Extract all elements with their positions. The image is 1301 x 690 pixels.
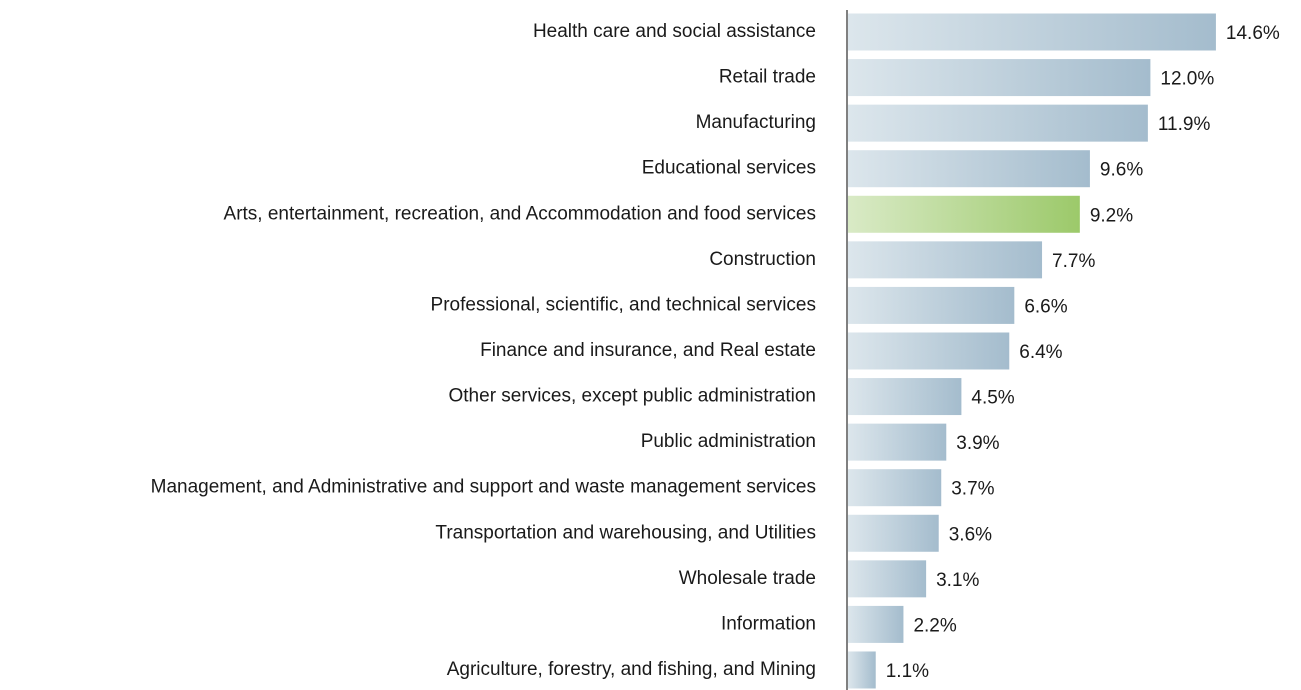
bar	[848, 378, 962, 416]
bar	[848, 469, 942, 507]
value-label: 11.9%	[1158, 114, 1211, 135]
bar	[848, 104, 1148, 142]
value-label: 6.6%	[1024, 296, 1067, 317]
bar	[848, 514, 939, 552]
bar	[848, 195, 1080, 233]
category-label: Public administration	[641, 431, 816, 452]
value-label: 4.5%	[971, 388, 1014, 409]
bar	[848, 150, 1090, 188]
value-label: 14.6%	[1226, 23, 1280, 44]
value-label: 6.4%	[1019, 342, 1062, 363]
category-label: Transportation and warehousing, and Util…	[435, 522, 816, 543]
category-label: Wholesale trade	[679, 568, 816, 589]
bar	[848, 560, 927, 598]
value-label: 3.1%	[936, 570, 979, 591]
bar	[848, 59, 1151, 97]
bar	[848, 13, 1216, 51]
bar	[848, 423, 947, 461]
category-label: Information	[721, 613, 816, 634]
value-label: 3.6%	[949, 524, 992, 545]
bar	[848, 651, 876, 689]
category-label: Retail trade	[719, 67, 816, 88]
bar	[848, 332, 1010, 370]
category-label: Health care and social assistance	[533, 21, 816, 42]
category-label: Agriculture, forestry, and fishing, and …	[447, 659, 816, 680]
category-label: Manufacturing	[696, 112, 816, 133]
value-label: 9.6%	[1100, 160, 1143, 181]
value-label: 3.9%	[956, 433, 999, 454]
category-label: Management, and Administrative and suppo…	[151, 477, 816, 498]
category-label: Finance and insurance, and Real estate	[480, 340, 816, 361]
bar	[848, 605, 904, 643]
value-label: 12.0%	[1160, 69, 1214, 90]
bar	[848, 241, 1043, 279]
category-label: Construction	[709, 249, 816, 270]
category-label: Professional, scientific, and technical …	[431, 294, 816, 315]
value-label: 1.1%	[886, 661, 929, 682]
bar	[848, 286, 1015, 324]
value-label: 3.7%	[951, 479, 994, 500]
category-label: Arts, entertainment, recreation, and Acc…	[224, 203, 816, 224]
value-label: 2.2%	[913, 615, 956, 636]
value-label: 7.7%	[1052, 251, 1095, 272]
value-label: 9.2%	[1090, 205, 1133, 226]
category-label: Educational services	[642, 158, 816, 179]
category-label: Other services, except public administra…	[449, 386, 817, 407]
